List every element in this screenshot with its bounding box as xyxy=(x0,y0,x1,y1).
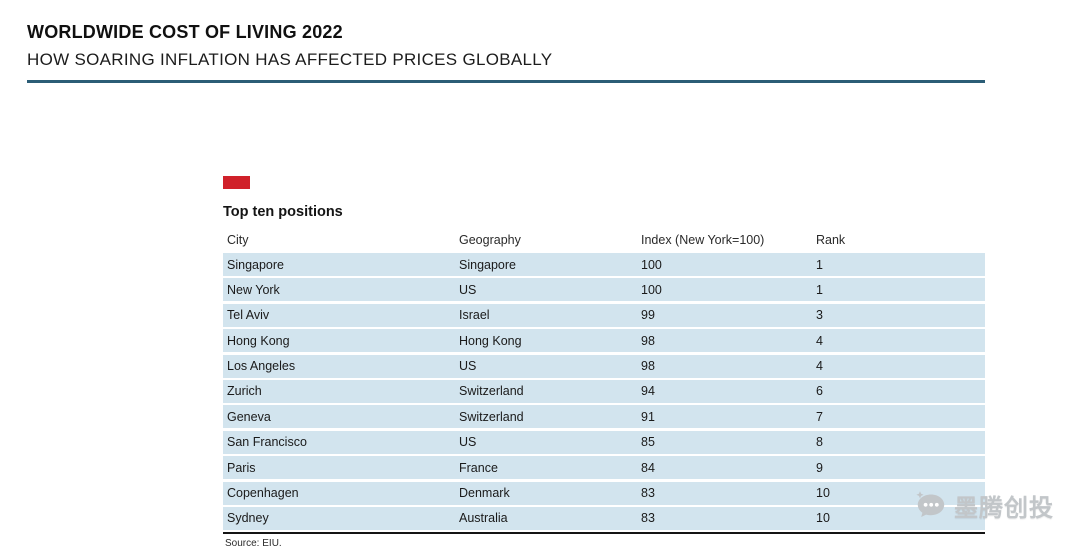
table-cell: 98 xyxy=(641,333,655,348)
table-cell: Switzerland xyxy=(459,409,524,424)
table-cell: 83 xyxy=(641,486,655,501)
table-row: New York US 100 1 xyxy=(223,278,985,302)
table-row: Copenhagen Denmark 83 10 xyxy=(223,481,985,505)
table-cell: Israel xyxy=(459,308,490,323)
legend-swatch xyxy=(223,176,250,189)
table-cell: San Francisco xyxy=(227,435,307,450)
table-cell: Singapore xyxy=(227,257,284,272)
table-cell: 100 xyxy=(641,282,662,297)
table-heading: Top ten positions xyxy=(223,204,343,220)
table-cell: Zurich xyxy=(227,384,262,399)
table-cell: Copenhagen xyxy=(227,486,299,501)
table-cell: US xyxy=(459,359,477,374)
table-cell: Switzerland xyxy=(459,384,524,399)
table-cell: 91 xyxy=(641,409,655,424)
table-cell: 84 xyxy=(641,460,655,475)
table-cell: 94 xyxy=(641,384,655,399)
table-cell: Hong Kong xyxy=(227,333,290,348)
report-title: WORLDWIDE COST OF LIVING 2022 xyxy=(27,22,343,42)
table-row: Paris France 84 9 xyxy=(223,456,985,480)
table-row: Tel Aviv Israel 99 3 xyxy=(223,303,985,327)
table-cell: US xyxy=(459,282,477,297)
table-cell: Hong Kong xyxy=(459,333,522,348)
watermark-text: 墨腾创投 xyxy=(954,495,1054,522)
table-cell: Paris xyxy=(227,460,256,475)
table-cell: 7 xyxy=(816,409,823,424)
table-cell: Singapore xyxy=(459,257,516,272)
cost-of-living-table: Top ten positions City Geography Index (… xyxy=(223,176,985,549)
table-cell: Denmark xyxy=(459,486,510,501)
table-cell: 4 xyxy=(816,333,823,348)
chat-bubble-logo-icon xyxy=(912,490,948,522)
table-cell: 8 xyxy=(816,435,823,450)
table-row: Los Angeles US 98 4 xyxy=(223,354,985,378)
column-header-geography: Geography xyxy=(459,233,521,247)
report-subtitle: HOW SOARING INFLATION HAS AFFECTED PRICE… xyxy=(27,50,553,69)
table-cell: France xyxy=(459,460,498,475)
table-cell: 6 xyxy=(816,384,823,399)
table-cell: Los Angeles xyxy=(227,359,296,374)
column-header-city: City xyxy=(227,233,249,247)
table-cell: Geneva xyxy=(227,409,271,424)
table-row: Sydney Australia 83 10 xyxy=(223,506,985,530)
table-row: Hong Kong Hong Kong 98 4 xyxy=(223,329,985,353)
table-cell: 1 xyxy=(816,282,823,297)
table-cell: 1 xyxy=(816,257,823,272)
table-cell: 3 xyxy=(816,308,823,323)
table-cell: 99 xyxy=(641,308,655,323)
report-header: WORLDWIDE COST OF LIVING 2022 HOW SOARIN… xyxy=(27,22,985,83)
table-bottom-rule xyxy=(223,532,985,535)
table-cell: 10 xyxy=(816,486,830,501)
column-header-index: Index (New York=100) xyxy=(641,233,765,247)
column-header-rank: Rank xyxy=(816,233,846,247)
table-cell: Tel Aviv xyxy=(227,308,270,323)
header-rule xyxy=(27,80,985,83)
table-cell: US xyxy=(459,435,477,450)
table-cell: 10 xyxy=(816,511,830,526)
source-note: Source: EIU. xyxy=(225,538,282,550)
table-cell: Australia xyxy=(459,511,508,526)
table-cell: 98 xyxy=(641,359,655,374)
table-cell: Sydney xyxy=(227,511,269,526)
table-cell: 9 xyxy=(816,460,823,475)
table-body: Singapore Singapore 100 1 New York US 100 1 Tel … xyxy=(223,253,985,530)
table-cell: 83 xyxy=(641,511,655,526)
table-cell: 4 xyxy=(816,359,823,374)
table-cell: 100 xyxy=(641,257,662,272)
table-header-row: City Geography Index (New York=100) Rank xyxy=(223,229,985,251)
table-cell: 85 xyxy=(641,435,655,450)
table-row: Geneva Switzerland 91 7 xyxy=(223,405,985,429)
table-row: San Francisco US 85 8 xyxy=(223,430,985,454)
table-cell: New York xyxy=(227,282,280,297)
watermark: 墨腾创投 xyxy=(912,488,1054,523)
table-row: Zurich Switzerland 94 6 xyxy=(223,379,985,403)
table-row: Singapore Singapore 100 1 xyxy=(223,253,985,276)
